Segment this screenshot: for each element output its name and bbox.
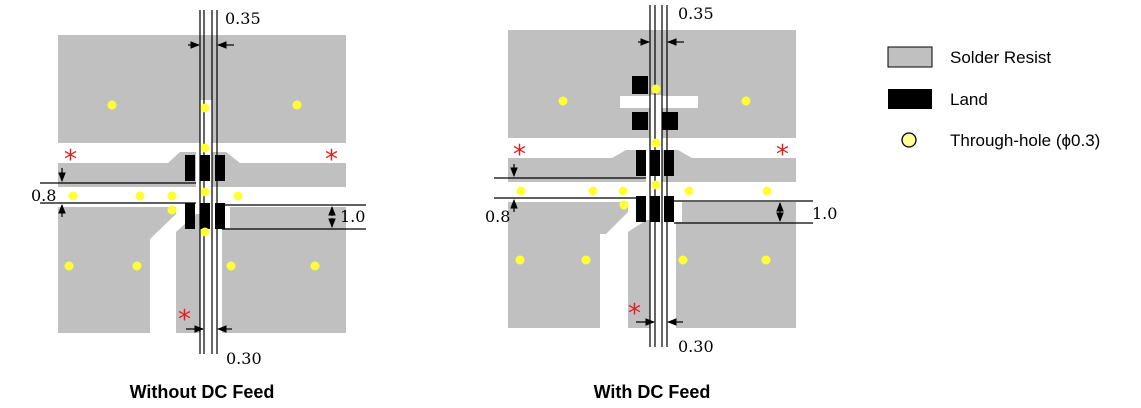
solder-resist-swatch <box>888 47 932 67</box>
dim-bottom-label: 0.30 <box>678 337 714 356</box>
dim-right-label: 1.0 <box>812 204 837 223</box>
marker-asterisk: * <box>628 299 641 329</box>
marker-asterisk: * <box>325 145 338 175</box>
dim-top-label: 0.35 <box>225 9 261 28</box>
dim-top-label: 0.35 <box>678 4 714 23</box>
caption-without-dc-feed: Without DC Feed <box>130 382 275 402</box>
caption-with-dc-feed: With DC Feed <box>594 382 711 402</box>
marker-asterisk: * <box>64 145 77 175</box>
marker-asterisk: * <box>776 140 789 170</box>
legend-label-solder-resist: Solder Resist <box>950 48 1051 67</box>
legend-label-land: Land <box>950 90 988 109</box>
through-hole-circle <box>902 133 916 147</box>
legend: Solder Resist Land Through-hole (ϕ0.3) <box>888 47 1100 150</box>
dim-bottom-label: 0.30 <box>226 349 262 368</box>
land-swatch <box>888 89 932 109</box>
dim-left-label: 0.8 <box>31 186 56 205</box>
marker-asterisk: * <box>178 305 191 335</box>
marker-asterisk: * <box>513 140 526 170</box>
legend-label-through-hole: Through-hole (ϕ0.3) <box>950 131 1100 150</box>
dim-right-label: 1.0 <box>340 207 365 226</box>
dim-left-label: 0.8 <box>485 207 510 226</box>
diagram-with-dc-feed: 0.35 0.30 0.8 1.0 * * * With DC Feed <box>485 4 837 402</box>
diagram-without-dc-feed: 0.35 0.30 0.8 1.0 * * * Without DC Feed <box>31 9 366 402</box>
